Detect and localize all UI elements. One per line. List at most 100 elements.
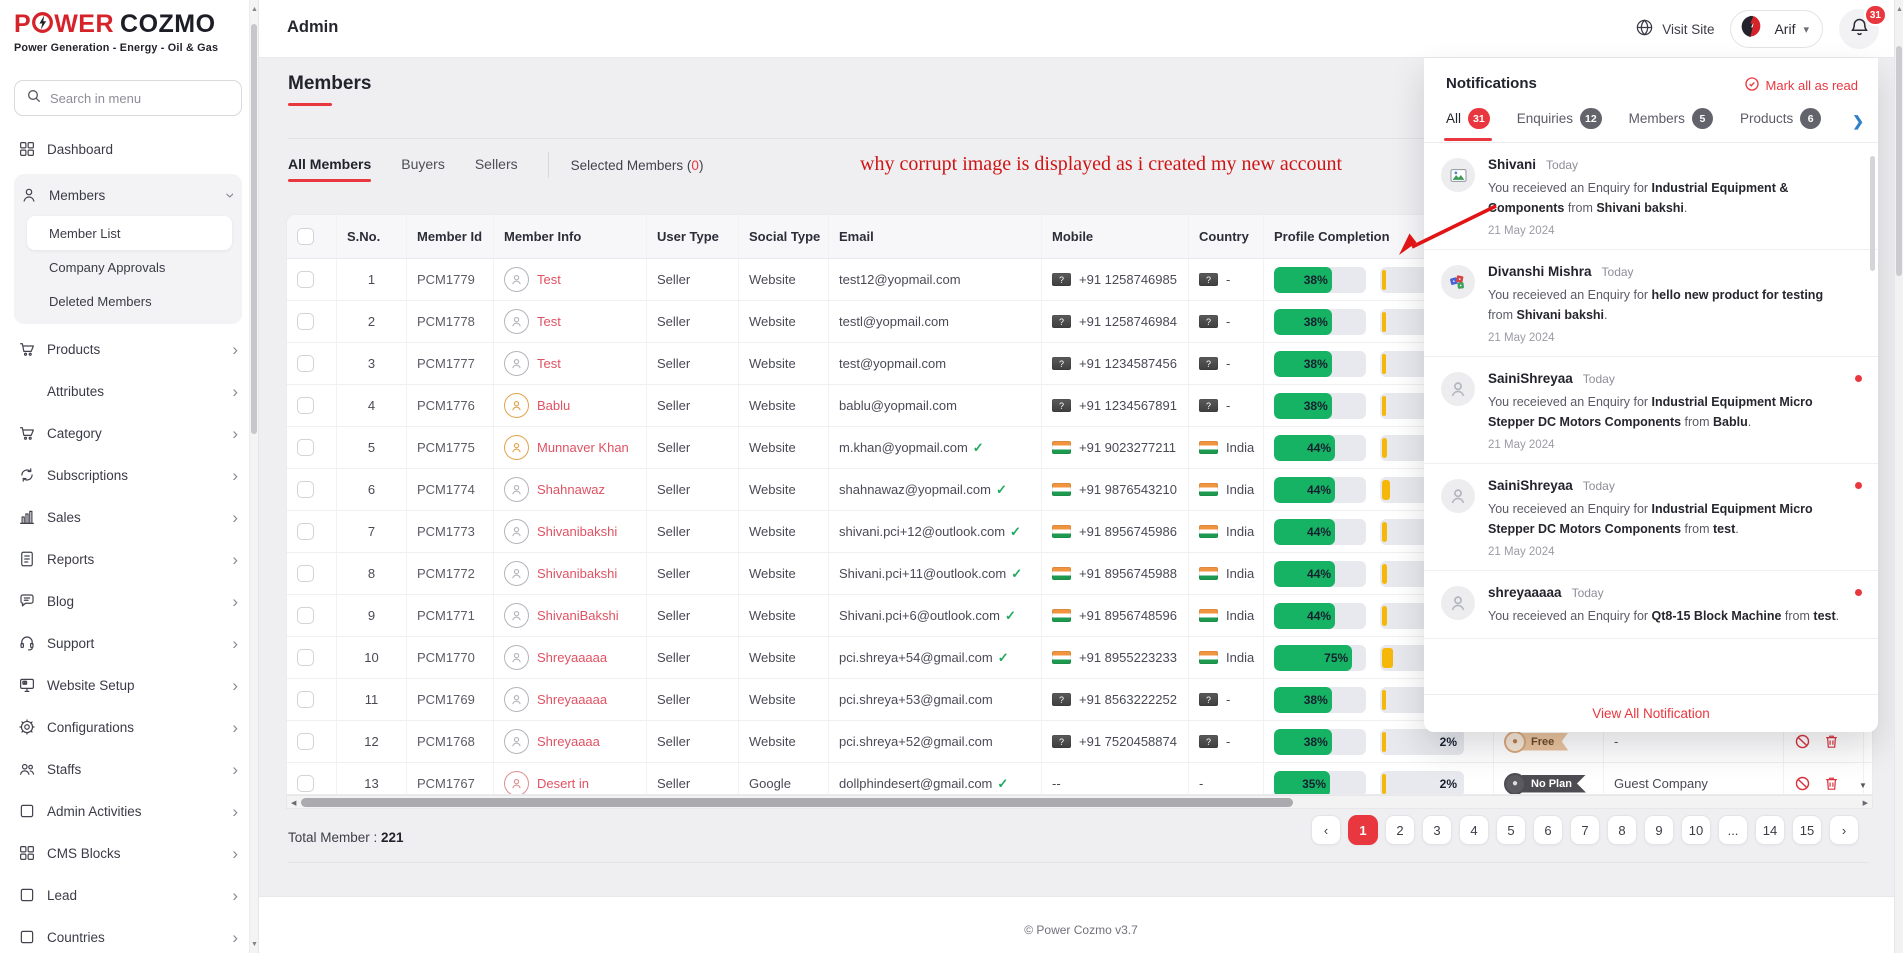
pagination-page-8[interactable]: 8 [1607, 815, 1637, 845]
sidebar-item-cms-blocks[interactable]: CMS Blocks › [14, 832, 242, 874]
pagination-ellipsis[interactable]: ... [1718, 815, 1748, 845]
row-checkbox[interactable] [297, 565, 314, 582]
pagination-prev[interactable]: ‹ [1311, 815, 1341, 845]
delete-icon[interactable] [1823, 733, 1840, 750]
sidebar-item-support[interactable]: Support › [14, 622, 242, 664]
row-checkbox[interactable] [297, 481, 314, 498]
scroll-down-icon[interactable]: ▼ [251, 941, 258, 948]
row-checkbox[interactable] [297, 271, 314, 288]
member-name-link[interactable]: Shivanibakshi [537, 566, 618, 581]
member-name-link[interactable]: Test [537, 356, 561, 371]
select-all-checkbox[interactable] [297, 228, 314, 245]
sidebar-item-lead[interactable]: Lead › [14, 874, 242, 916]
row-checkbox[interactable] [297, 523, 314, 540]
member-name-link[interactable]: Shivanibakshi [537, 524, 618, 539]
pagination-page-5[interactable]: 5 [1496, 815, 1526, 845]
sidebar-item-website-setup[interactable]: Website Setup › [14, 664, 242, 706]
tab-all-members[interactable]: All Members [288, 156, 372, 182]
scroll-right-icon[interactable]: ▶ [1862, 800, 1868, 807]
notification-scrollbar-thumb[interactable] [1870, 156, 1875, 271]
scrollbar-thumb[interactable] [1896, 46, 1902, 276]
member-name-link[interactable]: Bablu [537, 398, 571, 413]
sidebar-item-deleted-members[interactable]: Deleted Members [49, 293, 152, 309]
tab-buyers[interactable]: Buyers [401, 156, 445, 172]
tabs-next-icon[interactable]: ❯ [1852, 113, 1864, 129]
sidebar-item-products[interactable]: Products › [14, 328, 242, 370]
sidebar-item-countries[interactable]: Countries › [14, 916, 242, 953]
sidebar-item-configurations[interactable]: Configurations › [14, 706, 242, 748]
mark-all-read-button[interactable]: Mark all as read [1744, 76, 1858, 95]
pagination-page-10[interactable]: 10 [1681, 815, 1711, 845]
sidebar-item-category[interactable]: Category › [14, 412, 242, 454]
pagination-page-6[interactable]: 6 [1533, 815, 1563, 845]
sidebar-item-staffs[interactable]: Staffs › [14, 748, 242, 790]
sidebar-item-admin-activities[interactable]: Admin Activities › [14, 790, 242, 832]
scroll-left-icon[interactable]: ◀ [291, 800, 297, 807]
sidebar-item-subscriptions[interactable]: Subscriptions › [14, 454, 242, 496]
notifications-bell-button[interactable]: 31 [1839, 4, 1887, 49]
search-input[interactable] [50, 90, 230, 106]
delete-icon[interactable] [1823, 775, 1840, 792]
sidebar-item-attributes[interactable]: Attributes › [14, 370, 242, 412]
sidebar-search[interactable] [14, 80, 242, 116]
member-name-link[interactable]: Test [537, 314, 561, 329]
sidebar-item-company-approvals[interactable]: Company Approvals [49, 259, 166, 275]
sidebar-item-reports[interactable]: Reports › [14, 538, 242, 580]
notification-item[interactable]: Divanshi Mishra Today You receieved an En… [1424, 250, 1878, 357]
pagination-page-9[interactable]: 9 [1644, 815, 1674, 845]
sidebar-scrollbar[interactable]: ▲ ▼ [249, 0, 258, 953]
row-checkbox[interactable] [297, 775, 314, 792]
member-name-link[interactable]: Test [537, 272, 561, 287]
view-all-notifications-link[interactable]: View All Notification [1424, 694, 1878, 732]
table-horizontal-scrollbar[interactable]: ◀ ▶ [286, 795, 1873, 809]
notification-tab-all[interactable]: All 31 [1444, 108, 1492, 141]
table-scroll-down-icon[interactable]: ▼ [1859, 781, 1867, 790]
notification-item[interactable]: shreyaaaaa Today You receieved an Enquiry… [1424, 571, 1878, 639]
row-checkbox[interactable] [297, 397, 314, 414]
pagination-next[interactable]: › [1829, 815, 1859, 845]
user-menu[interactable]: Arif ▾ [1730, 10, 1823, 48]
row-checkbox[interactable] [297, 313, 314, 330]
row-checkbox[interactable] [297, 355, 314, 372]
notification-tab-products[interactable]: Products 6 [1740, 108, 1822, 141]
scrollbar-thumb[interactable] [251, 24, 257, 434]
member-name-link[interactable]: Munnaver Khan [537, 440, 629, 455]
pagination-page-15[interactable]: 15 [1792, 815, 1822, 845]
member-name-link[interactable]: Shreyaaaa [537, 734, 600, 749]
block-icon[interactable] [1794, 775, 1811, 792]
pagination-page-2[interactable]: 2 [1385, 815, 1415, 845]
notification-tab-enquiries[interactable]: Enquiries 12 [1517, 108, 1602, 141]
sidebar-item-sales[interactable]: Sales › [14, 496, 242, 538]
notification-tab-members[interactable]: Members 5 [1629, 108, 1713, 141]
pagination-page-4[interactable]: 4 [1459, 815, 1489, 845]
notification-item[interactable]: Shivani Today You receieved an Enquiry fo… [1424, 143, 1878, 250]
row-checkbox[interactable] [297, 649, 314, 666]
pagination-page-3[interactable]: 3 [1422, 815, 1452, 845]
row-checkbox[interactable] [297, 733, 314, 750]
pagination-page-7[interactable]: 7 [1570, 815, 1600, 845]
member-name-link[interactable]: ShivaniBakshi [537, 608, 619, 623]
scroll-up-icon[interactable]: ▲ [1896, 6, 1903, 13]
member-name-link[interactable]: Desert in [537, 776, 590, 791]
visit-site-link[interactable]: Visit Site [1635, 18, 1714, 40]
member-name-link[interactable]: Shreyaaaaa [537, 692, 608, 707]
chevron-right-icon: › [232, 381, 238, 401]
member-name-link[interactable]: Shreyaaaaa [537, 650, 608, 665]
sidebar-item-members[interactable]: Members › [14, 174, 242, 216]
pagination-page-14[interactable]: 14 [1755, 815, 1785, 845]
pagination-page-1[interactable]: 1 [1348, 815, 1378, 845]
page-scrollbar[interactable]: ▲ [1894, 0, 1903, 953]
sidebar-item-dashboard[interactable]: Dashboard [14, 128, 242, 170]
block-icon[interactable] [1794, 733, 1811, 750]
sidebar-item-member-list[interactable]: Member List [27, 216, 232, 250]
sidebar-item-blog[interactable]: Blog › [14, 580, 242, 622]
scrollbar-thumb[interactable] [301, 798, 1293, 807]
notification-item[interactable]: SainiShreyaa Today You receieved an Enqui… [1424, 357, 1878, 464]
row-checkbox[interactable] [297, 439, 314, 456]
notification-item[interactable]: SainiShreyaa Today You receieved an Enqui… [1424, 464, 1878, 571]
scroll-up-icon[interactable]: ▲ [251, 6, 258, 13]
row-checkbox[interactable] [297, 607, 314, 624]
tab-sellers[interactable]: Sellers [474, 156, 518, 172]
member-name-link[interactable]: Shahnawaz [537, 482, 605, 497]
row-checkbox[interactable] [297, 691, 314, 708]
